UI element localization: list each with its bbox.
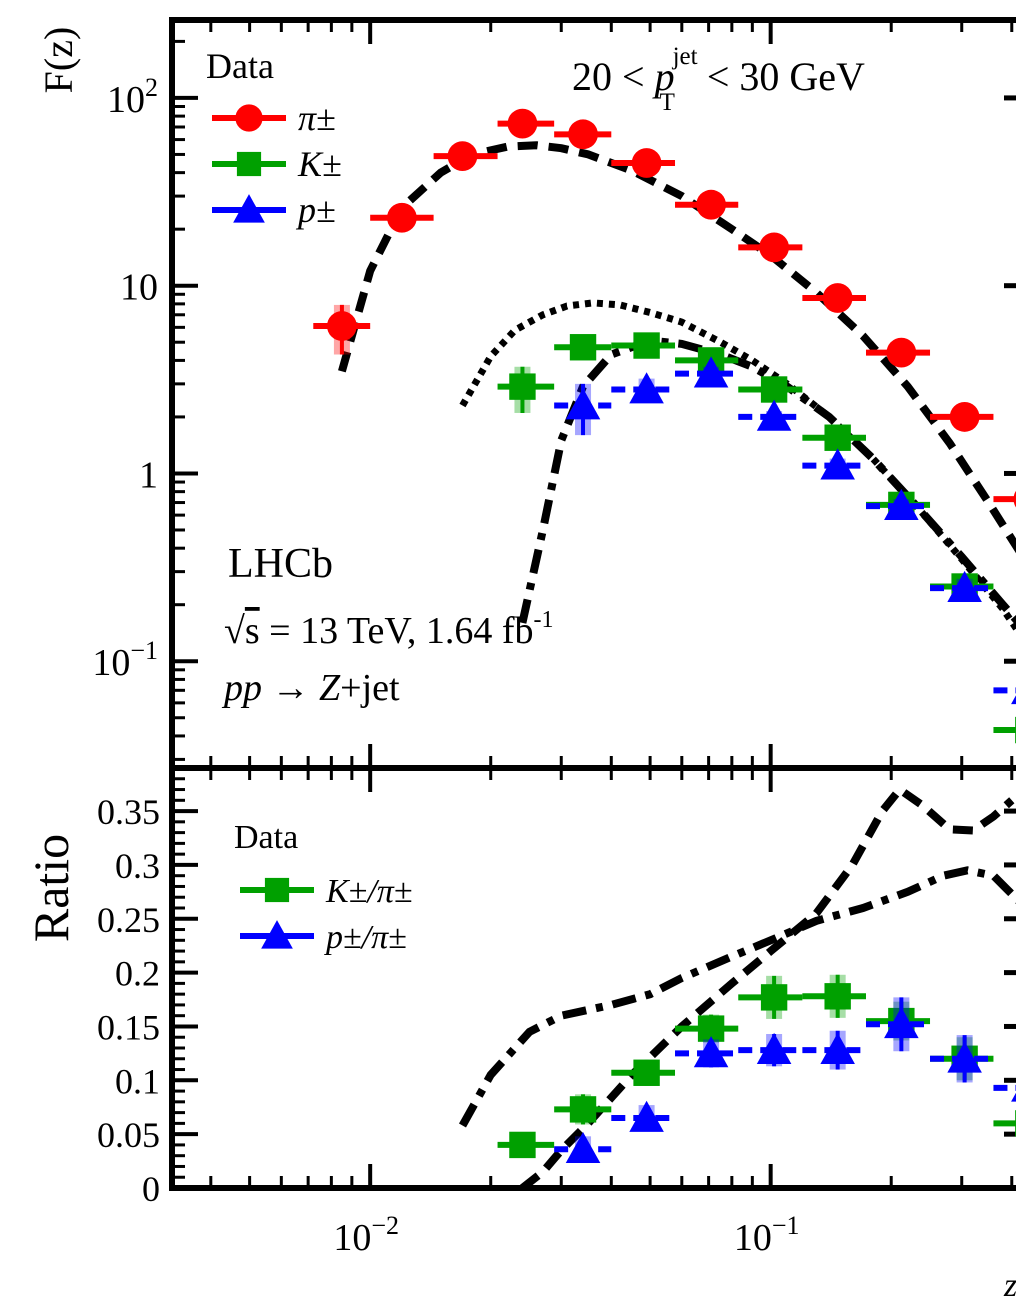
data-point xyxy=(886,337,917,368)
data-point xyxy=(822,283,853,313)
bottom-x-ticks: 10−2 10−1 xyxy=(209,768,1014,1259)
data-point xyxy=(1011,1092,1016,1102)
data-point xyxy=(693,356,729,388)
data-point xyxy=(696,189,726,220)
data-point xyxy=(759,232,789,263)
data-point xyxy=(820,1032,855,1064)
y-tick-label: 10 xyxy=(120,267,158,309)
legend-marker xyxy=(236,151,262,177)
bottom-y-ticks: 0 0.05 0.1 0.15 0.2 0.25 0.3 0.35 xyxy=(97,777,1016,1209)
bottom-data-points xyxy=(497,974,1016,1164)
data-point xyxy=(1011,695,1016,705)
top-legend-header: Data xyxy=(206,46,274,86)
y-tick-label: 102 xyxy=(107,73,158,121)
data-point xyxy=(760,376,788,403)
data-point xyxy=(387,202,417,233)
y-tick-label: 0.35 xyxy=(97,792,160,832)
y-tick-label: 0 xyxy=(142,1169,160,1209)
x-tick-label: 10−1 xyxy=(734,1211,800,1259)
top-panel: 102 10 1 10−1 F(z) 20 < pjet T < 30 GeV LHCb… xyxy=(36,17,1016,771)
bottom-theory-curves xyxy=(459,784,1016,1188)
legend-label: K±/π± xyxy=(325,873,412,910)
data-point xyxy=(565,1131,601,1164)
data-point xyxy=(947,570,982,602)
experiment-label: LHCb xyxy=(228,541,333,587)
theory-curve-dashed xyxy=(338,141,1016,554)
data-point xyxy=(565,388,601,420)
y-tick-label: 10−1 xyxy=(92,636,158,684)
data-point xyxy=(1013,490,1016,508)
theory-curve-dashed xyxy=(519,784,1015,1188)
legend-marker xyxy=(264,877,290,903)
y-tick-label: 0.1 xyxy=(115,1061,160,1101)
theory-curve-dotted xyxy=(459,299,1016,635)
data-point xyxy=(884,1007,919,1039)
data-point xyxy=(824,983,851,1010)
y-tick-label: 1 xyxy=(139,454,158,496)
bottom-panel: 0 0.05 0.1 0.15 0.2 0.25 0.3 0.35 10−2 10−1 Rati… xyxy=(23,765,1016,1304)
data-point xyxy=(947,1041,982,1073)
top-y-axis-title: F(z) xyxy=(36,27,81,94)
data-point xyxy=(569,1096,597,1123)
data-point xyxy=(507,108,538,139)
bottom-panel-frame xyxy=(169,765,1016,1191)
energy-label: √s = 13 TeV, 1.64 fb-1 xyxy=(224,607,554,652)
bottom-legend: Data K±/π± p±/π± xyxy=(234,819,412,956)
legend-label: K± xyxy=(297,144,342,184)
x-axis-title: z xyxy=(1003,1267,1016,1304)
data-point xyxy=(756,1032,792,1064)
bottom-legend-header: Data xyxy=(234,819,298,856)
data-point xyxy=(693,1036,729,1068)
data-point xyxy=(949,402,980,432)
data-point xyxy=(633,1059,660,1086)
x-tick-label: 10−2 xyxy=(333,1211,399,1259)
data-point xyxy=(447,141,478,171)
data-point xyxy=(629,372,664,404)
data-point xyxy=(509,373,536,400)
legend-marker xyxy=(261,920,293,949)
legend-marker xyxy=(235,104,263,132)
data-point xyxy=(568,119,598,150)
legend-label: p±/π± xyxy=(324,919,407,956)
y-tick-label: 0.3 xyxy=(115,846,160,886)
legend-label: p± xyxy=(295,190,336,230)
top-legend: Data π± K± p± xyxy=(206,46,342,230)
data-point xyxy=(631,148,662,178)
y-tick-label: 0.2 xyxy=(115,954,160,994)
legend-marker xyxy=(233,194,265,223)
data-point xyxy=(569,334,597,361)
data-point xyxy=(760,984,788,1011)
top-theory-curves xyxy=(338,141,1016,635)
top-legend-entries: π± K± p± xyxy=(212,98,342,230)
top-data-points xyxy=(313,108,1016,744)
legend-label: π± xyxy=(298,98,336,138)
bottom-y-axis-title: Ratio xyxy=(23,834,79,942)
y-tick-label: 0.15 xyxy=(97,1007,160,1047)
theory-curve-dash-dot xyxy=(459,866,1016,1128)
process-label: pp → Z+jet xyxy=(221,667,400,709)
data-point xyxy=(629,1100,664,1132)
bottom-legend-entries: K±/π± p±/π± xyxy=(240,873,412,956)
data-point xyxy=(824,424,851,451)
pt-range-annotation: 20 < pjet T < 30 GeV xyxy=(572,43,865,116)
y-tick-label: 0.05 xyxy=(97,1115,160,1155)
data-point xyxy=(756,399,792,431)
y-tick-label: 0.25 xyxy=(97,900,160,940)
data-point xyxy=(327,311,357,341)
data-point xyxy=(884,488,919,520)
data-point xyxy=(633,332,660,359)
data-point xyxy=(509,1131,536,1159)
data-point xyxy=(820,448,855,480)
